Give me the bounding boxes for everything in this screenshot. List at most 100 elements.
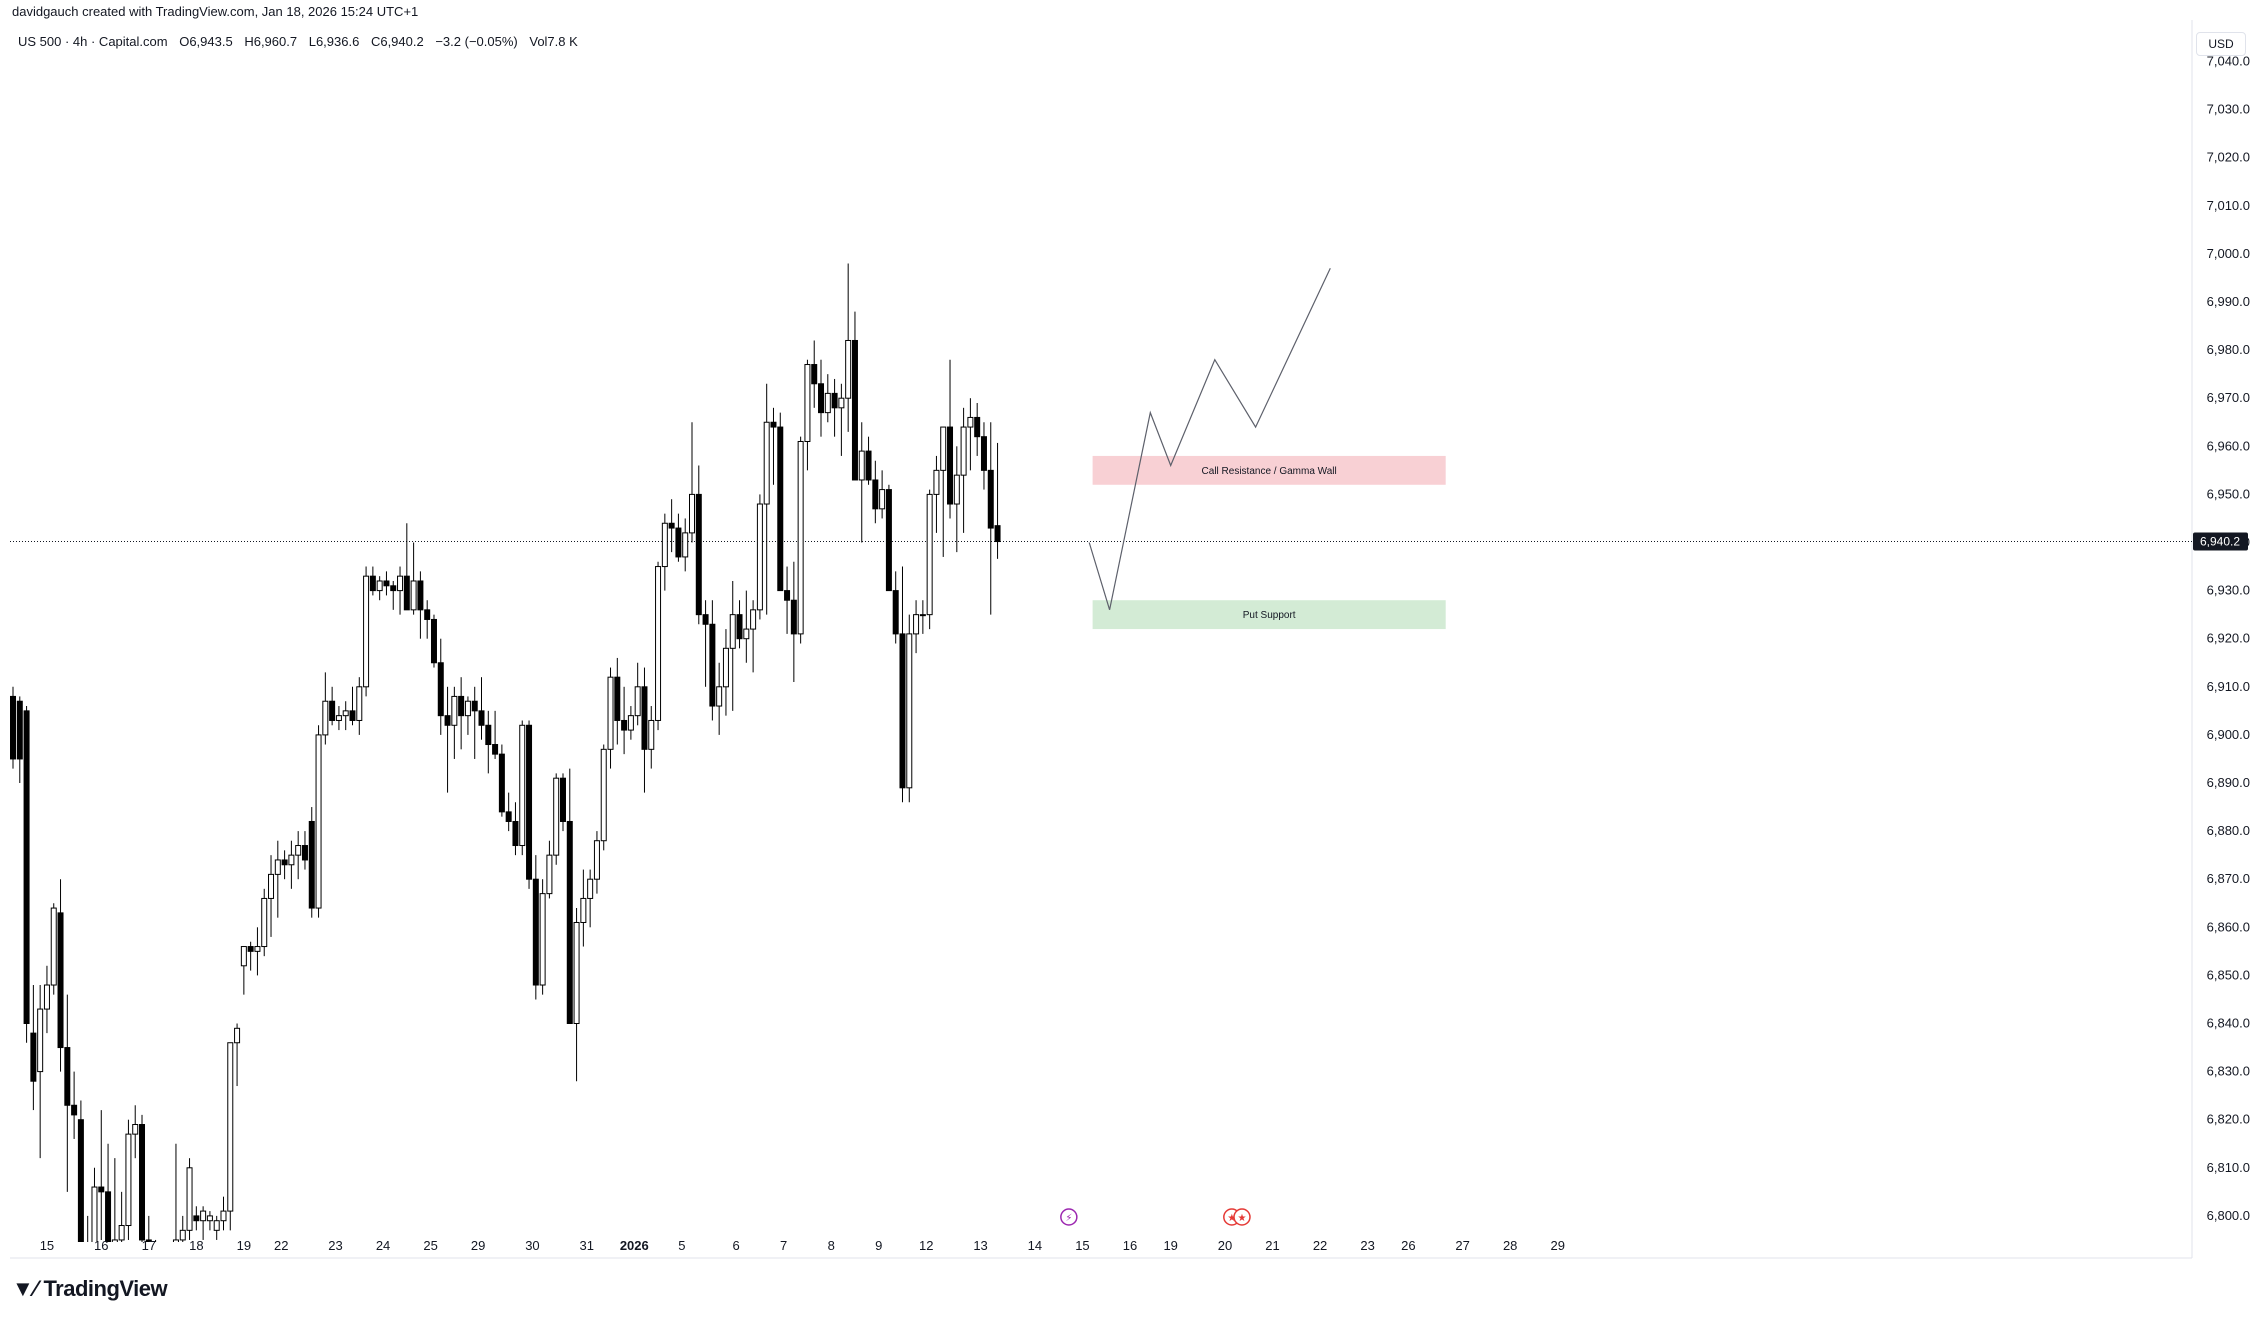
lightning-event-icon-glyph: ⚡ <box>1065 1213 1072 1224</box>
candle-body <box>519 724 526 847</box>
candle-body <box>274 859 281 875</box>
candle-body <box>892 590 899 635</box>
candle-body <box>335 715 342 721</box>
symbol-name[interactable]: US 500 · 4h · Capital.com <box>18 34 168 49</box>
candle-body <box>994 525 1001 543</box>
candle-body <box>105 1191 112 1242</box>
candle-body <box>838 397 845 409</box>
candle-body <box>668 522 675 529</box>
candle-body <box>987 469 994 529</box>
candle-body <box>661 522 668 568</box>
candle-body <box>430 618 437 664</box>
candle-body <box>580 897 587 923</box>
candle-body <box>315 734 322 909</box>
x-tick-label: 17 <box>142 1238 156 1253</box>
candle-body <box>268 873 275 899</box>
candle-body <box>607 676 614 750</box>
x-tick-label: 6 <box>733 1238 740 1253</box>
candle-body <box>139 1124 146 1241</box>
candle-body <box>390 585 397 592</box>
x-tick-label: 16 <box>94 1238 108 1253</box>
x-tick-label: 23 <box>328 1238 342 1253</box>
candle-body <box>729 614 736 649</box>
candle-body <box>933 469 940 495</box>
candle-body <box>845 339 852 399</box>
y-tick-label: 6,950.0 <box>2207 486 2250 501</box>
candle-body <box>777 426 784 592</box>
candle-body <box>471 700 478 712</box>
symbol-legend: US 500 · 4h · Capital.com O6,943.5 H6,96… <box>18 34 586 49</box>
y-tick-label: 6,990.0 <box>2207 294 2250 309</box>
candle-body <box>444 715 451 726</box>
y-tick-label: 6,830.0 <box>2207 1064 2250 1079</box>
candle-body <box>451 695 458 726</box>
candle-body <box>383 580 390 587</box>
candle-body <box>593 840 600 880</box>
candle-body <box>770 421 777 428</box>
y-tick-label: 6,910.0 <box>2207 679 2250 694</box>
candle-body <box>736 614 743 640</box>
tradingview-logo[interactable]: ▼⁄ TradingView <box>12 1276 168 1302</box>
tradingview-logo-icon: ▼⁄ <box>12 1276 38 1301</box>
currency-button[interactable]: USD <box>2196 32 2246 56</box>
candle-body <box>254 946 261 952</box>
candle-body <box>831 392 838 409</box>
x-tick-label: 13 <box>973 1238 987 1253</box>
candle-body <box>322 700 329 736</box>
candle-body <box>363 575 370 688</box>
y-tick-label: 6,870.0 <box>2207 871 2250 886</box>
candle-body <box>858 450 865 481</box>
candle-body <box>71 1104 78 1116</box>
candle-body <box>240 946 247 967</box>
candle-body <box>913 614 920 635</box>
candle-body <box>784 590 791 601</box>
y-tick-label: 7,010.0 <box>2207 198 2250 213</box>
x-tick-label: 14 <box>1028 1238 1042 1253</box>
candle-body <box>349 710 356 721</box>
candle-body <box>600 748 607 842</box>
candle-body <box>376 580 383 592</box>
candle-body <box>573 921 580 1024</box>
candle-body <box>403 575 410 611</box>
candle-body <box>546 854 553 895</box>
y-tick-label: 7,020.0 <box>2207 150 2250 165</box>
candle-body <box>947 426 954 505</box>
candle-body <box>356 686 363 721</box>
candle-body <box>342 710 349 717</box>
x-tick-label: 31 <box>580 1238 594 1253</box>
candle-body <box>410 580 417 611</box>
zone-box-1 <box>1092 600 1446 630</box>
zone-label-1: Put Support <box>1243 610 1296 621</box>
x-tick-label: 23 <box>1360 1238 1374 1253</box>
candle-body <box>132 1124 139 1135</box>
y-tick-label: 6,810.0 <box>2207 1160 2250 1175</box>
x-tick-label: 8 <box>828 1238 835 1253</box>
y-tick-label: 6,900.0 <box>2207 727 2250 742</box>
candle-body <box>532 878 539 986</box>
candle-body <box>716 686 723 707</box>
candle-body <box>953 474 960 505</box>
candle-body <box>43 984 50 1010</box>
volume-value: Vol7.8 K <box>529 34 578 49</box>
x-tick-label: 15 <box>40 1238 54 1253</box>
candle-body <box>172 1239 179 1242</box>
candle-body <box>919 614 926 617</box>
zone-box-0 <box>1092 455 1446 485</box>
ohlc-high: H6,960.7 <box>244 34 298 49</box>
x-tick-label: 27 <box>1455 1238 1469 1253</box>
current-price-tag <box>2193 532 2248 551</box>
lightning-event-icon[interactable] <box>1060 1208 1078 1226</box>
x-tick-label: 19 <box>1163 1238 1177 1253</box>
x-tick-label: 28 <box>1503 1238 1517 1253</box>
x-tick-label: 9 <box>875 1238 882 1253</box>
plot-area[interactable]: Call Resistance / Gamma Wall Put Support <box>10 263 2192 1318</box>
candle-body <box>288 854 295 866</box>
x-tick-label: 22 <box>274 1238 288 1253</box>
y-tick-label: 6,970.0 <box>2207 390 2250 405</box>
us-flag-event-icon-2[interactable] <box>1233 1208 1251 1226</box>
candle-body <box>763 421 770 505</box>
candle-body <box>301 845 308 861</box>
candle-body <box>498 753 505 813</box>
candle-body <box>648 719 655 750</box>
